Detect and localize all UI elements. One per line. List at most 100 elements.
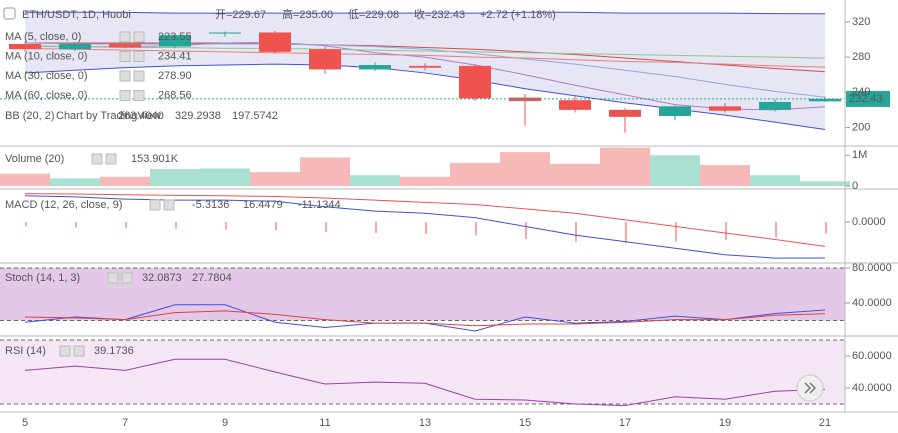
legend-name: MA (10, close, 0)	[5, 50, 88, 62]
x-tick-label: 15	[519, 417, 531, 429]
y-tick-label: 0	[852, 180, 858, 192]
candle-body	[159, 35, 191, 47]
candle-body	[759, 101, 791, 110]
watermark: Chart by TradingView	[56, 110, 161, 122]
candle-body	[359, 65, 391, 70]
legend-value: 32.0873	[142, 272, 182, 284]
quote-item: 收=232.43	[414, 7, 465, 21]
candle-body	[609, 109, 641, 117]
band-fill	[0, 340, 845, 405]
x-tick-label: 5	[22, 417, 28, 429]
settings-icon[interactable]	[59, 345, 71, 357]
y-tick-label: 40.0000	[852, 382, 892, 394]
candle-body	[259, 32, 291, 52]
x-tick-label: 19	[719, 417, 731, 429]
quote-item: 低=229.08	[348, 8, 399, 21]
close-icon[interactable]	[163, 199, 175, 211]
legend-value: 197.5742	[232, 110, 278, 122]
band-fill	[0, 268, 845, 321]
volume-bar	[550, 163, 600, 186]
y-tick-label: 280	[852, 51, 870, 63]
volume-bar	[650, 155, 700, 186]
indicator-line	[24, 310, 826, 327]
legend-name: MA (30, close, 0)	[5, 70, 88, 82]
legend-value: 268.56	[158, 89, 192, 101]
y-tick-label: 0.0000	[852, 216, 886, 228]
settings-icon[interactable]	[107, 272, 119, 284]
quote-item: 高=235.00	[282, 7, 333, 21]
close-icon[interactable]	[133, 90, 145, 101]
legend-value: 27.7804	[192, 272, 232, 284]
legend-value: 278.90	[158, 70, 192, 82]
legend-name: MA (5, close, 0)	[5, 31, 81, 43]
close-icon[interactable]	[133, 70, 145, 82]
settings-icon[interactable]	[119, 90, 131, 101]
candle-body	[459, 65, 491, 99]
y-tick-label: 80.0000	[852, 262, 892, 274]
legend-value: 39.1736	[94, 345, 134, 357]
settings-icon[interactable]	[119, 70, 131, 82]
x-tick-label: 9	[222, 417, 228, 429]
volume-bar	[150, 169, 200, 186]
moving-average	[25, 46, 826, 59]
volume-bar	[300, 157, 350, 186]
y-tick-label: 240	[852, 86, 870, 98]
candle-body	[109, 43, 141, 48]
chart-title: ETH/USDT, 1D, Huobi	[22, 9, 131, 21]
legend-value: 234.41	[158, 50, 192, 62]
quote-item: +2.72 (+1.18%)	[480, 9, 556, 21]
moving-average	[24, 42, 826, 98]
y-tick-label: 1M	[852, 149, 867, 161]
close-icon[interactable]	[121, 272, 133, 284]
scroll-icon	[804, 382, 817, 394]
volume-bar	[0, 173, 50, 186]
candle-body	[659, 106, 691, 116]
close-icon[interactable]	[133, 31, 145, 43]
volume-bar	[800, 181, 850, 186]
legend-value: 329.2938	[175, 110, 221, 122]
y-tick-label: 200	[852, 121, 870, 133]
close-icon[interactable]	[105, 153, 117, 165]
x-tick-label: 7	[122, 417, 128, 429]
legend-name: MA (60, close, 0)	[5, 89, 88, 101]
candle-body	[709, 106, 741, 111]
legend-value: 263.4040	[118, 110, 164, 122]
candle-body	[9, 43, 41, 50]
settings-icon[interactable]	[119, 51, 131, 62]
settings-icon[interactable]	[119, 31, 131, 43]
legend-name: RSI (14)	[5, 345, 46, 357]
volume-bar	[450, 162, 500, 186]
moving-average	[24, 47, 826, 68]
settings-icon[interactable]	[91, 153, 103, 165]
volume-bar	[200, 168, 250, 186]
volume-bar	[400, 176, 450, 186]
last-price-label: 232.43	[849, 93, 883, 105]
x-tick-label: 21	[819, 417, 831, 429]
candle-body	[309, 49, 341, 70]
x-tick-label: 11	[319, 417, 330, 429]
legend-value: 16.4479	[243, 199, 283, 211]
y-tick-label: 40.0000	[852, 297, 892, 309]
candle-body	[809, 98, 841, 102]
candle-body	[409, 65, 441, 68]
close-icon[interactable]	[73, 345, 85, 357]
close-icon[interactable]	[133, 51, 145, 62]
legend-value: 153.901K	[131, 153, 179, 165]
candle-body	[559, 100, 591, 110]
legend-name: MACD (12, 26, close, 9)	[5, 199, 122, 211]
moving-average	[24, 41, 826, 111]
legend-name: BB (20, 2)	[5, 110, 55, 122]
volume-bar	[500, 152, 550, 186]
volume-bar	[100, 176, 150, 186]
menu-icon[interactable]	[3, 7, 16, 20]
indicator-line	[24, 358, 826, 407]
settings-icon[interactable]	[149, 199, 161, 211]
volume-bar	[750, 175, 800, 186]
volume-bar	[600, 147, 650, 186]
x-tick-label: 13	[419, 417, 431, 429]
legend-name: Volume (20)	[5, 153, 64, 165]
volume-bar	[250, 172, 300, 186]
y-tick-label: 60.0000	[852, 350, 892, 362]
candle-body	[59, 43, 91, 50]
